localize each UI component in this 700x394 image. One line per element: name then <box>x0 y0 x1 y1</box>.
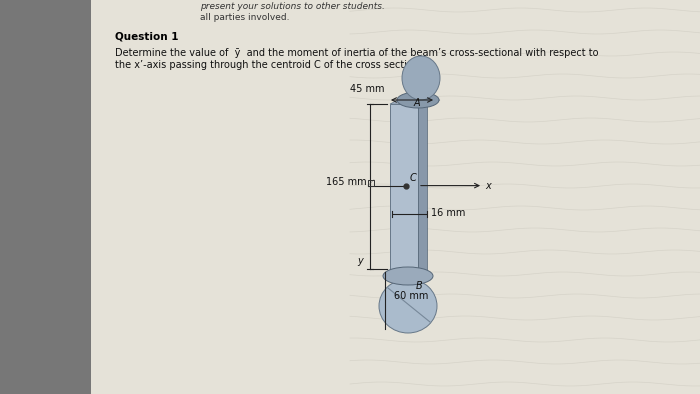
Text: 165 mm: 165 mm <box>326 177 367 186</box>
Bar <box>390 104 418 274</box>
Text: x: x <box>485 180 491 191</box>
Text: the x’-axis passing through the centroid C of the cross section.: the x’-axis passing through the centroid… <box>115 60 422 70</box>
Text: Determine the value of  ȳ  and the moment of inertia of the beam’s cross-section: Determine the value of ȳ and the moment … <box>115 48 598 58</box>
Ellipse shape <box>383 267 433 285</box>
Text: present your solutions to other students.: present your solutions to other students… <box>200 2 385 11</box>
Text: A: A <box>414 98 421 108</box>
Text: all parties involved.: all parties involved. <box>200 13 290 22</box>
Ellipse shape <box>397 92 439 108</box>
Polygon shape <box>390 100 440 104</box>
Text: C: C <box>410 173 416 182</box>
Text: B: B <box>416 281 423 291</box>
Text: 16 mm: 16 mm <box>431 208 466 217</box>
Bar <box>0 0 91 394</box>
Ellipse shape <box>379 279 437 333</box>
Text: y: y <box>357 256 363 266</box>
Text: Question 1: Question 1 <box>115 31 178 41</box>
Text: 60 mm: 60 mm <box>394 291 428 301</box>
Ellipse shape <box>402 56 440 100</box>
Bar <box>418 104 427 274</box>
Bar <box>91 0 700 394</box>
Text: 45 mm: 45 mm <box>349 84 384 94</box>
